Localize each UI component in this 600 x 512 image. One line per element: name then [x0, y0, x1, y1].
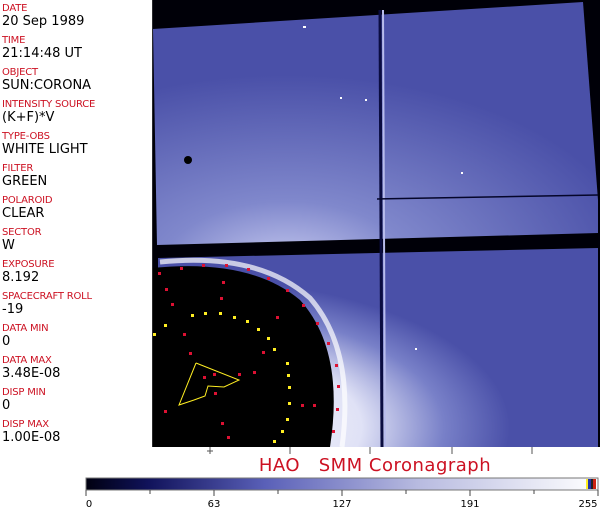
field-value: 0: [2, 334, 11, 349]
field-label: FILTER: [2, 163, 34, 174]
header-field: TIME 21:14:48 UT: [2, 35, 82, 61]
header-field: FILTER GREEN: [2, 163, 47, 189]
field-value: WHITE LIGHT: [2, 142, 88, 157]
colorbar-tick-label: 191: [460, 499, 480, 510]
header-field: DISP MAX 1.00E-08: [2, 419, 60, 445]
field-label: EXPOSURE: [2, 259, 55, 270]
field-label: SECTOR: [2, 227, 42, 238]
colorbar-end-colors: [586, 479, 596, 489]
field-value: (K+F)*V: [2, 110, 55, 125]
occulter-rim: [159, 257, 348, 448]
field-value: 3.48E-08: [2, 366, 61, 381]
header-field: OBJECT SUN:CORONA: [2, 67, 91, 93]
colorbar: [85, 477, 599, 491]
red-markers: [158, 264, 340, 439]
header-field: SECTOR W: [2, 227, 42, 253]
stars: [303, 26, 463, 350]
field-value: 21:14:48 UT: [2, 46, 82, 61]
field-label: DATA MAX: [2, 355, 52, 366]
field-value: 1.00E-08: [2, 430, 61, 445]
header-field: TYPE-OBS WHITE LIGHT: [2, 131, 88, 157]
header-field: INTENSITY SOURCE (K+F)*V: [2, 99, 95, 125]
header-field: EXPOSURE 8.192: [2, 259, 55, 285]
field-label: POLAROID: [2, 195, 53, 206]
colorbar-tick-label: 63: [207, 499, 221, 510]
field-value: SUN:CORONA: [2, 78, 92, 93]
dust-spot: [184, 156, 192, 164]
colorbar-tick-label: 127: [332, 499, 352, 510]
header-field: POLAROID CLEAR: [2, 195, 53, 221]
field-label: DISP MAX: [2, 419, 49, 430]
field-value: 8.192: [2, 270, 40, 285]
occulter-disk: [152, 266, 334, 447]
field-value: 0: [2, 398, 11, 413]
field-value: 20 Sep 1989: [2, 14, 85, 29]
selection-polygon: [178, 362, 241, 406]
pylon-highlight: [382, 9, 386, 448]
colorbar-tick-label: 0: [85, 499, 93, 510]
header-field: DISP MIN 0: [2, 387, 46, 413]
header-field: DATE 20 Sep 1989: [2, 3, 84, 29]
header-field: DATA MIN 0: [2, 323, 49, 349]
field-label: TYPE-OBS: [2, 131, 50, 142]
field-value: GREEN: [2, 174, 48, 189]
field-label: OBJECT: [2, 67, 38, 78]
header-field: SPACECRAFT ROLL -19: [2, 291, 92, 317]
field-label: DATA MIN: [2, 323, 49, 334]
header-field: DATA MAX 3.48E-08: [2, 355, 60, 381]
field-value: -19: [2, 302, 24, 317]
field-label: DISP MIN: [2, 387, 46, 398]
header-info-panel: DATE 20 Sep 1989 TIME 21:14:48 UT OBJECT SUN:…: [0, 0, 152, 447]
field-label: SPACECRAFT ROLL: [2, 291, 92, 302]
field-label: INTENSITY SOURCE: [2, 99, 96, 110]
colorbar-tick-label: 255: [578, 499, 598, 510]
instrument-title: HAO SMM Coronagraph: [258, 455, 492, 476]
yellow-markers: [153, 312, 291, 443]
pylon-line: [378, 9, 384, 448]
field-value: W: [2, 238, 15, 253]
colorbar-ticks: [85, 490, 599, 496]
field-label: DATE: [2, 3, 28, 14]
top-panel: [153, 2, 598, 245]
horizontal-line: [376, 194, 599, 200]
field-value: CLEAR: [2, 206, 45, 221]
field-label: TIME: [2, 35, 26, 46]
